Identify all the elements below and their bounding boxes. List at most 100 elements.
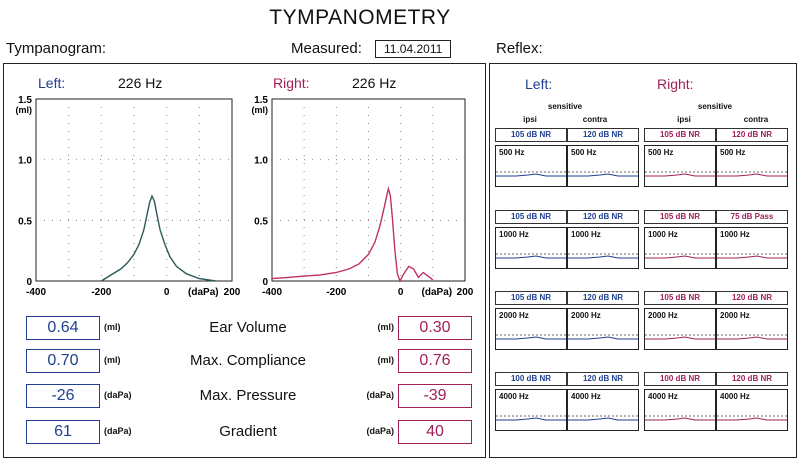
measured-label: Measured: (291, 40, 362, 57)
reflex-trace (568, 171, 638, 177)
reflex-trace-line (568, 417, 638, 421)
y-tick-label: 1.0 (18, 156, 32, 167)
reflex-threshold: 75 dB Pass (716, 210, 788, 224)
right-unit: (ml) (377, 322, 395, 332)
reflex-trace-plot: 500 Hz (644, 145, 716, 187)
right-value: 0.30 (398, 316, 472, 340)
right-value: 40 (398, 420, 472, 444)
reflex-trace-plot: 2000 Hz (567, 308, 639, 350)
reflex-trace-line (496, 255, 566, 259)
reflex-trace (496, 253, 566, 259)
reflex-trace-line (568, 173, 638, 177)
reflex-frequency: 4000 Hz (571, 392, 601, 401)
measure-label: Max. Compliance (190, 352, 306, 369)
left-value: 61 (26, 420, 100, 444)
left-unit: (ml) (104, 355, 121, 365)
left-unit: (ml) (104, 322, 121, 332)
x-tick-label: -200 (326, 287, 346, 298)
reflex-trace-plot: 4000 Hz (716, 389, 788, 431)
reflex-trace-plot: 4000 Hz (495, 389, 567, 431)
reflex-threshold: 100 dB NR (644, 372, 716, 386)
y-tick-label: 1.5 (254, 95, 268, 106)
y-tick-label: 0 (262, 277, 268, 288)
reflex-trace (717, 415, 787, 421)
reflex-trace (568, 334, 638, 340)
left-unit: (daPa) (104, 390, 132, 400)
reflex-frequency: 500 Hz (499, 148, 525, 157)
left-tympanogram-chart: 1.5 1.0 0.5 0 (ml) -400 -200 0 200 (daPa) (16, 95, 241, 298)
reflex-trace-line (568, 255, 638, 259)
left-frequency: 226 Hz (118, 75, 163, 91)
reflex-trace (645, 171, 715, 177)
measure-label: Max. Pressure (199, 387, 297, 404)
measure-label: Gradient (219, 423, 277, 440)
reflex-frequency: 4000 Hz (720, 392, 750, 401)
right-value: -39 (398, 384, 472, 408)
y-tick-label: 0.5 (18, 216, 32, 227)
x-tick-label: 0 (164, 287, 170, 298)
reflex-frequency: 2000 Hz (720, 311, 750, 320)
measured-date: 11.04.2011 (375, 40, 452, 58)
reflex-trace (496, 415, 566, 421)
reflex-trace-plot: 1000 Hz (567, 227, 639, 269)
x-tick-label: 200 (457, 287, 474, 298)
reflex-right-sensitive: sensitive (697, 102, 733, 111)
reflex-trace (496, 171, 566, 177)
reflex-frequency: 2000 Hz (499, 311, 529, 320)
reflex-left-label: Left: (525, 76, 553, 92)
left-unit: (daPa) (104, 426, 132, 436)
reflex-threshold: 120 dB NR (567, 128, 639, 142)
reflex-trace (645, 253, 715, 259)
reflex-trace-line (645, 336, 715, 340)
reflex-threshold: 105 dB NR (644, 291, 716, 305)
reflex-trace (568, 415, 638, 421)
reflex-trace-line (717, 255, 787, 259)
reflex-frequency: 1000 Hz (499, 230, 529, 239)
reflex-threshold: 105 dB NR (495, 128, 567, 142)
x-tick-label: -200 (91, 287, 111, 298)
reflex-left-contra: contra (582, 115, 608, 124)
reflex-threshold: 105 dB NR (644, 128, 716, 142)
reflex-trace-plot: 1000 Hz (644, 227, 716, 269)
left-value: 0.70 (26, 349, 100, 373)
series-line (100, 194, 216, 282)
reflex-trace (645, 415, 715, 421)
x-tick-label: 0 (398, 287, 404, 298)
reflex-trace-plot: 4000 Hz (567, 389, 639, 431)
reflex-frequency: 500 Hz (720, 148, 746, 157)
reflex-right-label: Right: (657, 76, 694, 92)
reflex-trace-line (645, 417, 715, 421)
right-value: 0.76 (398, 349, 472, 373)
x-tick-label: -400 (262, 287, 282, 298)
reflex-trace-plot: 2000 Hz (495, 308, 567, 350)
y-tick-label: 0.5 (254, 216, 268, 227)
reflex-trace-plot: 500 Hz (567, 145, 639, 187)
left-side-label: Left: (38, 75, 66, 91)
x-tick-label: 200 (224, 287, 241, 298)
reflex-trace (645, 334, 715, 340)
y-unit-label: (ml) (16, 105, 33, 115)
left-value: 0.64 (26, 316, 100, 340)
reflex-trace (717, 171, 787, 177)
reflex-threshold: 105 dB NR (644, 210, 716, 224)
reflex-trace-plot: 500 Hz (495, 145, 567, 187)
x-unit-label: (daPa) (422, 287, 453, 298)
reflex-frequency: 4000 Hz (499, 392, 529, 401)
reflex-trace (568, 253, 638, 259)
reflex-frequency: 2000 Hz (571, 311, 601, 320)
reflex-threshold: 120 dB NR (716, 372, 788, 386)
reflex-frequency: 2000 Hz (648, 311, 678, 320)
right-side-label: Right: (273, 75, 310, 91)
reflex-threshold: 120 dB NR (567, 210, 639, 224)
reflex-frequency: 1000 Hz (571, 230, 601, 239)
tympanogram-label: Tympanogram: (6, 40, 107, 57)
reflex-frequency: 500 Hz (571, 148, 597, 157)
y-tick-label: 1.0 (254, 156, 268, 167)
measure-label: Ear Volume (209, 319, 287, 336)
reflex-threshold: 105 dB NR (495, 291, 567, 305)
y-unit-label: (ml) (252, 105, 269, 115)
reflex-frequency: 1000 Hz (648, 230, 678, 239)
reflex-trace-plot: 1000 Hz (716, 227, 788, 269)
right-unit: (daPa) (366, 426, 394, 436)
reflex-frequency: 500 Hz (648, 148, 674, 157)
